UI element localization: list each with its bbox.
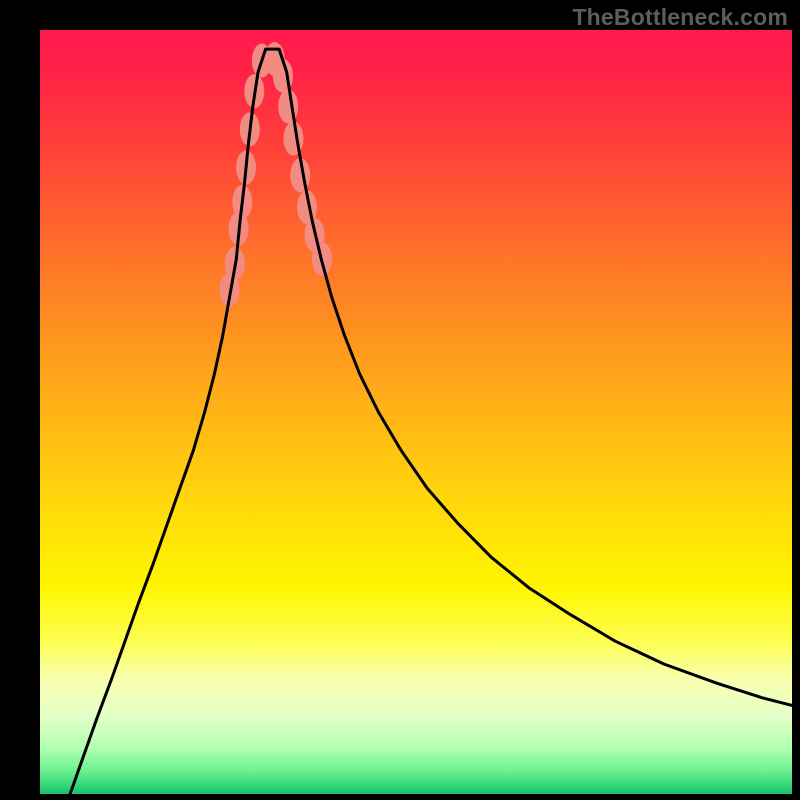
plot-area (40, 30, 792, 794)
chart-container: TheBottleneck.com (0, 0, 800, 800)
watermark-label: TheBottleneck.com (572, 4, 788, 31)
gradient-background (40, 30, 792, 794)
chart-svg (40, 30, 792, 794)
